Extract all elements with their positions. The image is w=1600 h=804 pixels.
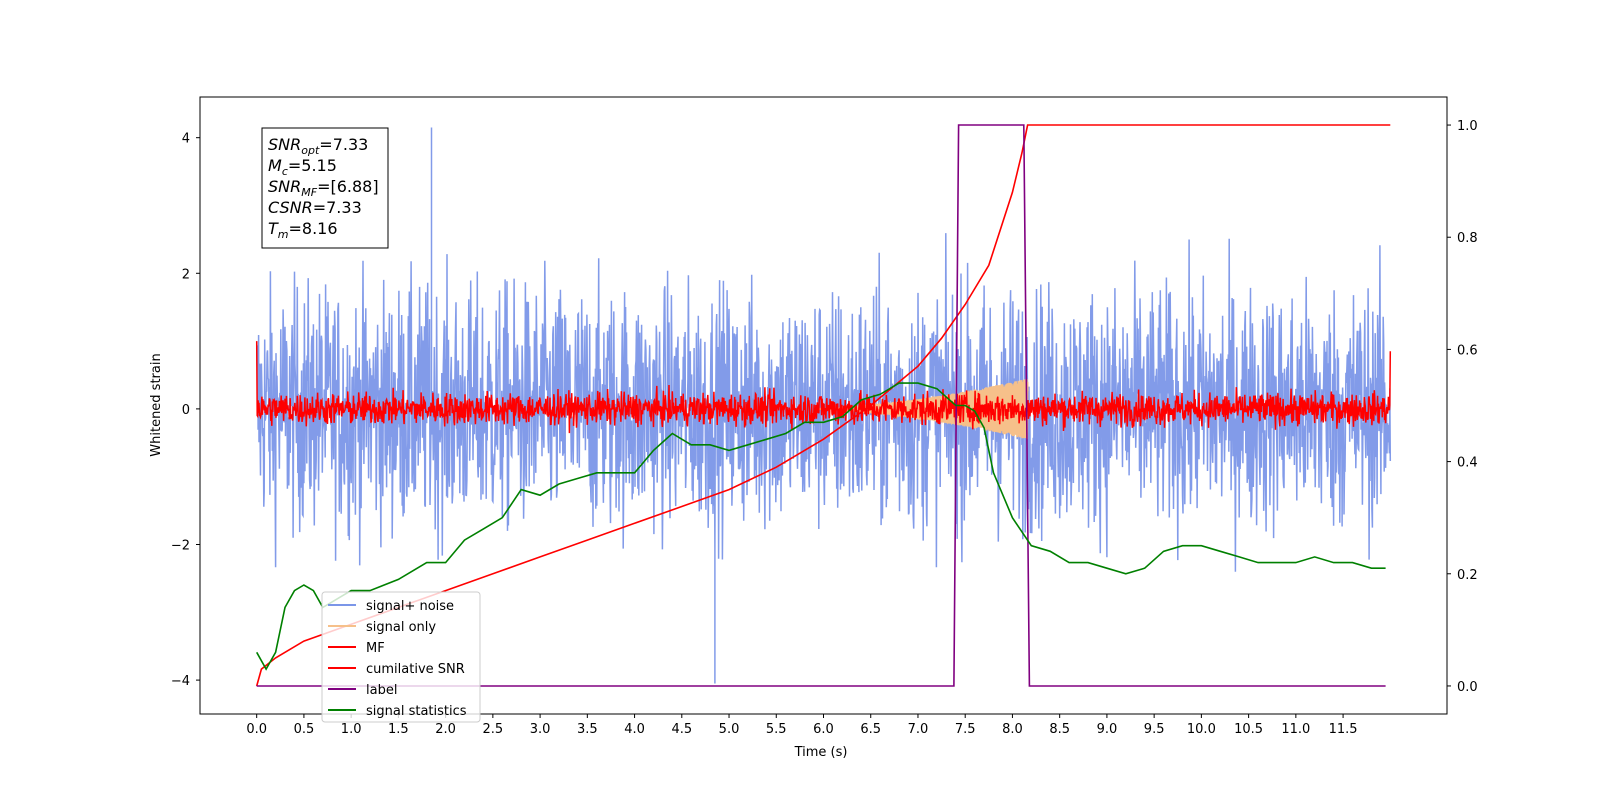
legend-label: MF <box>366 641 385 656</box>
y2-tick-label: 0.0 <box>1457 680 1478 695</box>
y2-tick-label: 0.4 <box>1457 456 1478 471</box>
stats-row: SNRMF=[6.88] <box>268 177 379 199</box>
y-tick-label: 0 <box>182 403 190 418</box>
stats-row: SNRopt=7.33 <box>268 135 368 157</box>
stats-box-frame <box>261 127 389 249</box>
legend: signal+ noise signal only MF cumilative SNR… <box>321 591 481 723</box>
y-axis-left: −4 −2 0 2 4 <box>171 132 200 689</box>
x-tick-label: 9.5 <box>1144 722 1165 737</box>
x-axis-label: Time (s) <box>794 745 848 760</box>
legend-label: cumilative SNR <box>366 662 465 677</box>
y-axis-label: Whitened strain <box>149 353 164 456</box>
y2-tick-label: 0.2 <box>1457 568 1478 583</box>
x-tick-label: 7.0 <box>908 722 929 737</box>
legend-label: signal statistics <box>366 704 467 719</box>
x-tick-label: 10.5 <box>1234 722 1263 737</box>
x-tick-label: 9.0 <box>1097 722 1118 737</box>
y2-tick-label: 1.0 <box>1457 119 1478 134</box>
y-axis-right: 0.0 0.2 0.4 0.6 0.8 1.0 <box>1447 119 1478 695</box>
legend-frame <box>321 591 481 723</box>
x-tick-label: 8.0 <box>1002 722 1023 737</box>
x-tick-label: 2.5 <box>483 722 504 737</box>
legend-label: signal only <box>366 620 436 635</box>
x-tick-label: 3.0 <box>530 722 551 737</box>
x-tick-label: 11.0 <box>1281 722 1310 737</box>
x-tick-label: 0.5 <box>294 722 315 737</box>
y-tick-label: 4 <box>182 132 190 147</box>
x-tick-label: 4.0 <box>624 722 645 737</box>
x-tick-label: 4.5 <box>671 722 692 737</box>
legend-label: label <box>366 683 397 698</box>
stats-row: CSNR=7.33 <box>268 198 362 217</box>
x-axis: 0.0 0.5 1.0 1.5 2.0 2.5 3.0 3.5 4.0 4.5 5.0 5.5 6.0 6… <box>246 714 1358 737</box>
series-mf <box>255 341 1392 434</box>
y-tick-label: −2 <box>171 538 190 553</box>
x-tick-label: 0.0 <box>246 722 267 737</box>
x-tick-label: 3.5 <box>577 722 598 737</box>
series-label <box>256 124 1386 687</box>
x-tick-label: 7.5 <box>955 722 976 737</box>
x-tick-label: 11.5 <box>1329 722 1358 737</box>
legend-label: signal+ noise <box>366 599 454 614</box>
y2-tick-label: 0.8 <box>1457 231 1478 246</box>
x-tick-label: 5.0 <box>719 722 740 737</box>
x-tick-label: 6.5 <box>860 722 881 737</box>
y2-tick-label: 0.6 <box>1457 343 1478 358</box>
stats-row: Tm=8.16 <box>268 219 338 241</box>
x-tick-label: 8.5 <box>1049 722 1070 737</box>
x-tick-label: 1.5 <box>388 722 409 737</box>
x-tick-label: 5.5 <box>766 722 787 737</box>
stats-row: Mc=5.15 <box>268 156 337 178</box>
x-tick-label: 2.0 <box>435 722 456 737</box>
x-tick-label: 1.0 <box>341 722 362 737</box>
series-signal-statistics <box>256 382 1386 671</box>
x-tick-label: 6.0 <box>813 722 834 737</box>
x-tick-label: 10.0 <box>1187 722 1216 737</box>
y-tick-label: −4 <box>171 674 190 689</box>
y-tick-label: 2 <box>182 267 190 282</box>
